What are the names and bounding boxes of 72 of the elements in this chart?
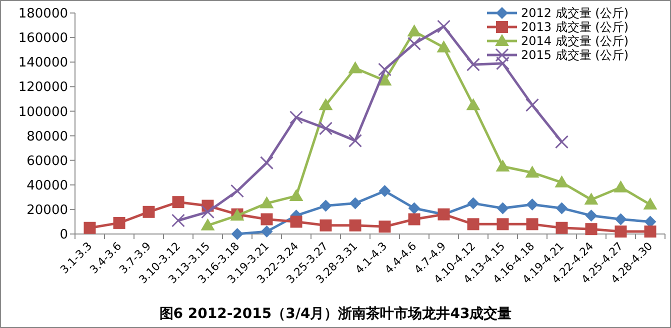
point bbox=[556, 202, 568, 214]
point bbox=[201, 205, 214, 219]
point bbox=[172, 214, 185, 228]
point bbox=[526, 98, 539, 112]
point bbox=[378, 62, 392, 76]
legend-label: 2014 成交量 (公斤) bbox=[521, 34, 629, 48]
point bbox=[290, 216, 302, 228]
legend-label: 2012 成交量 (公斤) bbox=[521, 6, 629, 20]
text: 图6 2012-2015（3/4月）浙南茶叶市场龙井43成交量 bbox=[159, 305, 512, 322]
point bbox=[584, 192, 598, 205]
y-tick-label: 160000 bbox=[18, 31, 68, 46]
point bbox=[378, 185, 391, 198]
y-tick-label: 60000 bbox=[26, 154, 68, 169]
y-tick-label: 100000 bbox=[18, 104, 68, 120]
point bbox=[349, 197, 362, 210]
y-tick-label: 180000 bbox=[18, 6, 68, 22]
point bbox=[230, 184, 244, 198]
point bbox=[496, 159, 510, 172]
legend-label: 2015 成交量 (公斤) bbox=[521, 48, 629, 62]
y-tick-label: 120000 bbox=[18, 80, 68, 96]
point bbox=[407, 24, 422, 36]
point bbox=[496, 202, 509, 214]
point bbox=[113, 216, 126, 229]
point bbox=[466, 98, 480, 110]
point bbox=[614, 180, 628, 192]
point bbox=[319, 122, 332, 136]
point bbox=[585, 223, 598, 236]
point bbox=[408, 36, 421, 50]
point bbox=[526, 218, 538, 230]
point bbox=[231, 228, 244, 240]
point bbox=[260, 213, 273, 226]
y-tick-label: 0 bbox=[60, 228, 68, 243]
point bbox=[408, 213, 420, 226]
point bbox=[554, 175, 569, 188]
point bbox=[172, 196, 184, 208]
point bbox=[644, 226, 656, 238]
y-tick-label: 20000 bbox=[26, 202, 68, 218]
point bbox=[260, 156, 274, 170]
point bbox=[260, 196, 274, 208]
point bbox=[348, 61, 362, 74]
point bbox=[290, 110, 303, 124]
point bbox=[614, 226, 627, 238]
point bbox=[84, 222, 96, 234]
point bbox=[436, 40, 451, 52]
point bbox=[555, 135, 568, 149]
point bbox=[556, 222, 568, 234]
point bbox=[142, 206, 155, 218]
point bbox=[585, 210, 598, 222]
point bbox=[320, 200, 332, 212]
point bbox=[614, 213, 627, 226]
point bbox=[408, 202, 420, 214]
point bbox=[467, 218, 480, 230]
point bbox=[349, 219, 362, 232]
point bbox=[525, 166, 540, 178]
point bbox=[496, 56, 510, 70]
point bbox=[320, 219, 332, 232]
point bbox=[526, 198, 538, 211]
point bbox=[467, 197, 480, 210]
point bbox=[496, 218, 509, 230]
point bbox=[348, 134, 362, 148]
legend-label: 2013 成交量 (公斤) bbox=[521, 20, 629, 34]
point bbox=[643, 198, 658, 210]
y-tick-label: 40000 bbox=[26, 178, 68, 194]
y-tick-label: 140000 bbox=[18, 56, 68, 71]
point bbox=[466, 58, 480, 72]
point bbox=[260, 226, 273, 238]
y-tick-label: 80000 bbox=[26, 129, 68, 144]
point bbox=[318, 98, 333, 110]
point bbox=[289, 188, 304, 201]
point bbox=[200, 218, 215, 230]
point bbox=[437, 20, 450, 34]
point bbox=[378, 220, 391, 233]
